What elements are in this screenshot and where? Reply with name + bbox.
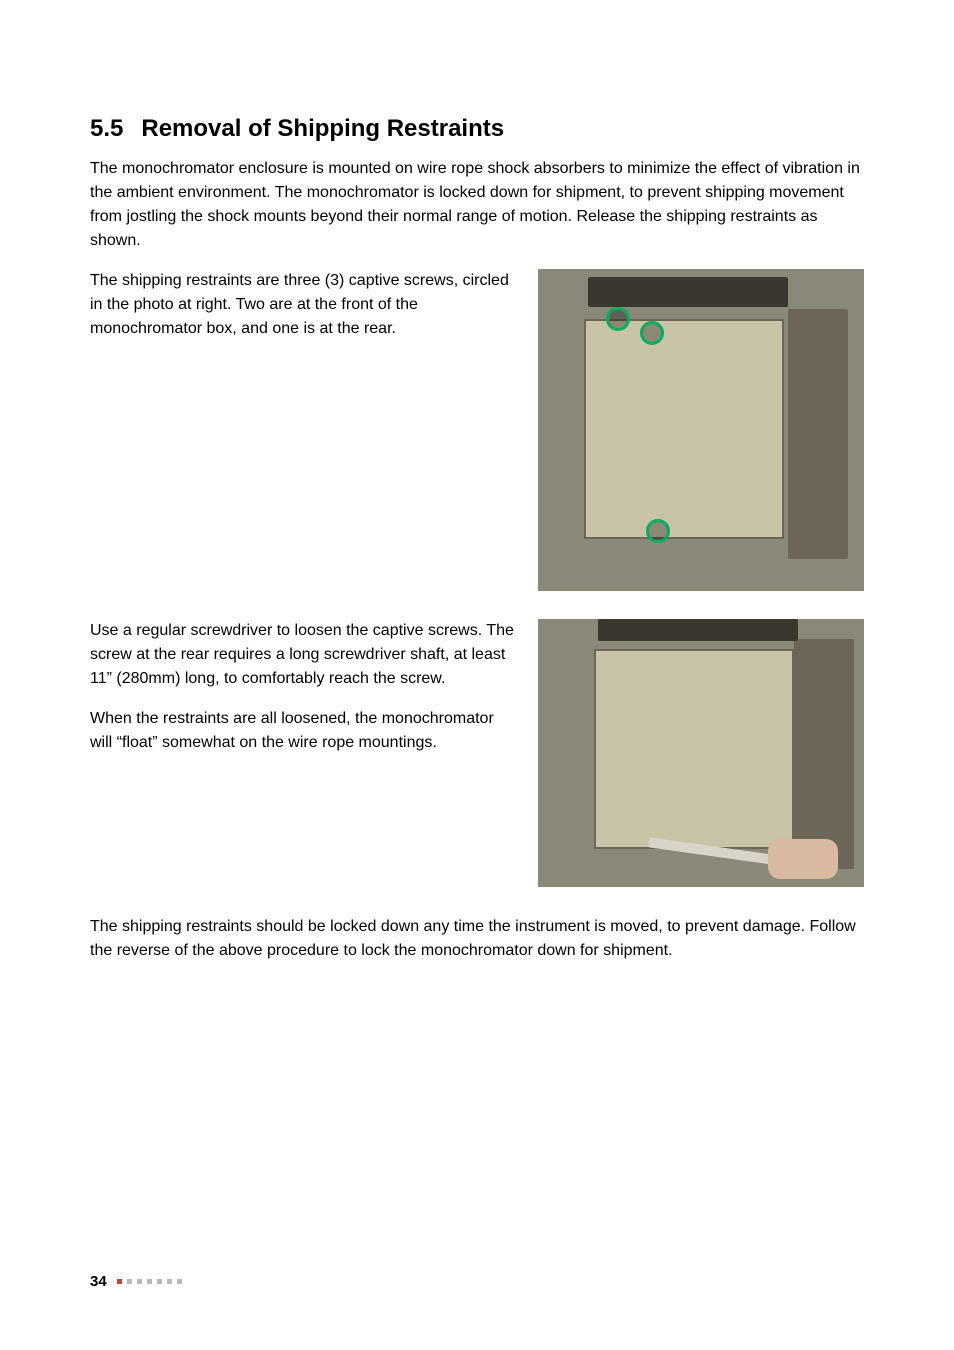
figure-2-top (598, 619, 798, 641)
figure-1-detail (788, 309, 848, 559)
figure-2-detail (794, 639, 854, 869)
figure-2-innerbox (594, 649, 794, 849)
footer-dots (117, 1279, 182, 1284)
section-number: 5.5 (90, 115, 123, 143)
page-number: 34 (90, 1273, 107, 1290)
row-2: Use a regular screwdriver to loosen the … (90, 619, 864, 887)
footer-dot (127, 1279, 132, 1284)
figure-1-innerbox (584, 319, 784, 539)
figure-2 (538, 619, 864, 887)
screw-marker-2 (640, 321, 664, 345)
figure-1 (538, 269, 864, 591)
loosen-paragraph: Use a regular screwdriver to loosen the … (90, 619, 514, 691)
footer-dot (177, 1279, 182, 1284)
footer-dot (167, 1279, 172, 1284)
section-heading: 5.5 Removal of Shipping Restraints (90, 115, 864, 143)
figure-1-top (588, 277, 788, 307)
lockdown-paragraph: The shipping restraints should be locked… (90, 915, 864, 963)
screw-marker-3 (646, 519, 670, 543)
row-2-text: Use a regular screwdriver to loosen the … (90, 619, 514, 771)
intro-paragraph: The monochromator enclosure is mounted o… (90, 157, 864, 253)
footer-dot (117, 1279, 122, 1284)
section-title: Removal of Shipping Restraints (141, 115, 504, 143)
footer-dot (157, 1279, 162, 1284)
page-footer: 34 (90, 1273, 182, 1290)
footer-dot (147, 1279, 152, 1284)
hand-icon (768, 839, 838, 879)
footer-dot (137, 1279, 142, 1284)
row-1-text: The shipping restraints are three (3) ca… (90, 269, 514, 357)
float-paragraph: When the restraints are all loosened, th… (90, 707, 514, 755)
captive-screws-paragraph: The shipping restraints are three (3) ca… (90, 269, 514, 341)
row-1-image-col (538, 269, 864, 591)
screw-marker-1 (606, 307, 630, 331)
row-2-image-col (538, 619, 864, 887)
row-1: The shipping restraints are three (3) ca… (90, 269, 864, 591)
